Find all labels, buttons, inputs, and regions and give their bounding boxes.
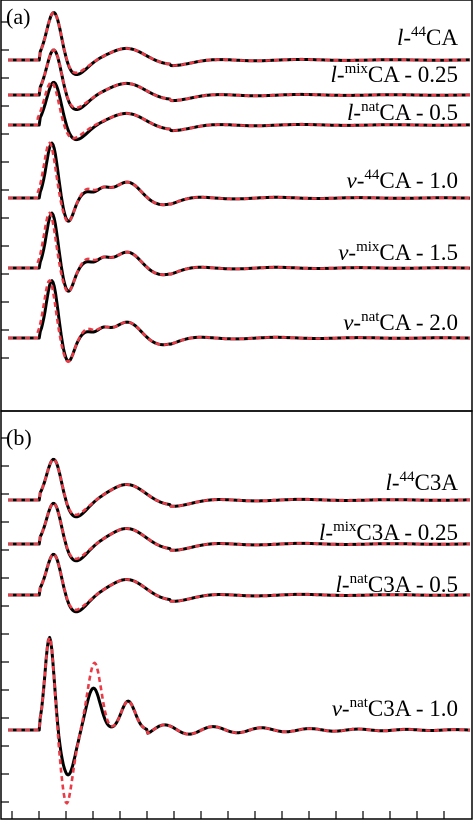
curve-label: v-mixCA - 1.5 — [338, 239, 458, 265]
curve-label-main: CA — [426, 25, 458, 50]
curve-simulation — [7, 457, 471, 519]
curve-model — [7, 48, 471, 110]
curve-label-main: CA - 2.0 — [379, 310, 458, 335]
curve-label-sup: mix — [333, 519, 357, 535]
curve-label-main: CA - 0.25 — [368, 62, 458, 87]
curve-label-sup: 44 — [400, 469, 416, 485]
panel-a-letter: (a) — [6, 4, 30, 29]
curve-label-sup: mix — [345, 61, 369, 77]
curve-simulation — [7, 80, 471, 142]
panel-b-frame — [0, 410, 473, 820]
curve-model — [7, 458, 471, 517]
panel-b-letter: (b) — [6, 425, 32, 450]
curve-label-prefix: l- — [347, 100, 361, 125]
curve-label: l-natC3A - 0.5 — [336, 571, 458, 597]
curve-model — [7, 502, 471, 561]
curve-label: l-44CA — [397, 24, 458, 50]
curve-label-prefix: v- — [343, 310, 361, 335]
panel-b-curves — [7, 457, 471, 805]
panel-a-ticks — [1, 21, 9, 359]
curve-label-main: C3A - 0.25 — [356, 520, 458, 545]
curve-label-main: C3A - 0.5 — [368, 572, 458, 597]
panel-b-ticks — [1, 437, 445, 819]
curve-label: l-44C3A — [385, 469, 458, 495]
curve-label: l-natCA - 0.5 — [347, 99, 458, 125]
curve-label-prefix: l- — [336, 572, 350, 597]
curve-label-prefix: l- — [319, 520, 333, 545]
curve-label-main: C3A — [415, 470, 459, 495]
curve-label-main: CA - 1.0 — [379, 168, 458, 193]
curve-model — [7, 636, 471, 805]
curve-label-main: C3A - 1.0 — [368, 696, 458, 721]
panel-a-curves — [7, 11, 471, 364]
curve-label-sup: nat — [361, 309, 380, 325]
curve-label-sup: 44 — [364, 167, 380, 183]
curve-model — [7, 553, 471, 612]
curve-label-sup: 44 — [411, 24, 427, 40]
curve-label-sup: nat — [350, 695, 369, 711]
curve-label: v-natCA - 2.0 — [343, 309, 458, 335]
curve-label-main: CA - 0.5 — [379, 100, 458, 125]
curve-model — [7, 279, 471, 364]
curve-label-prefix: l- — [385, 470, 399, 495]
curve-model — [7, 141, 471, 224]
curve-label-prefix: v- — [332, 696, 350, 721]
curve-label-prefix: v- — [338, 240, 356, 265]
curve-model — [7, 11, 471, 75]
curve-label-sup: nat — [361, 99, 380, 115]
curve-label-prefix: v- — [347, 168, 365, 193]
curve-label-main: CA - 1.5 — [379, 240, 458, 265]
curve-label-sup: nat — [350, 571, 369, 587]
curve-label-sup: mix — [356, 239, 380, 255]
curve-label: l-mixC3A - 0.25 — [319, 519, 458, 545]
curve-model — [7, 211, 471, 294]
curve-label: v-44CA - 1.0 — [347, 167, 458, 193]
curve-label: l-mixCA - 0.25 — [331, 61, 459, 87]
curve-label-prefix: l- — [397, 25, 411, 50]
curve-label: v-natC3A - 1.0 — [332, 695, 458, 721]
curve-label-prefix: l- — [331, 62, 345, 87]
